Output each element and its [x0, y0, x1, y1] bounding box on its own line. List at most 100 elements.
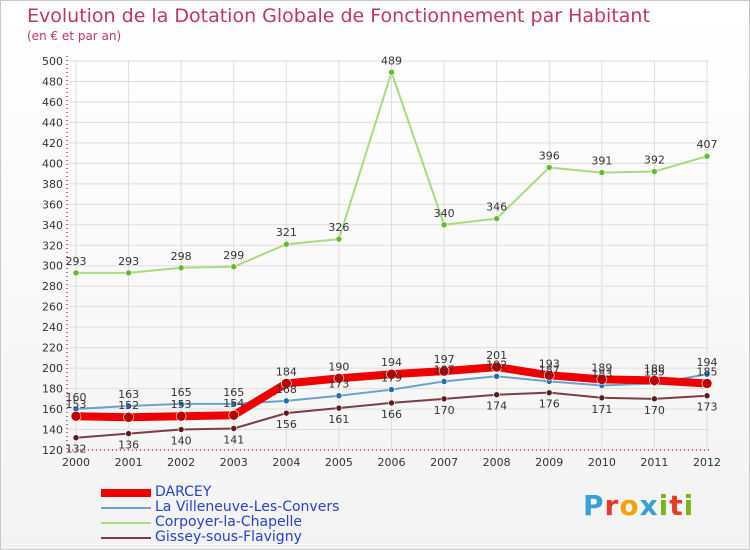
data-label: 201	[486, 349, 507, 362]
y-tick-label: 180	[42, 383, 63, 396]
y-tick-label: 440	[42, 116, 63, 129]
data-label: 197	[434, 353, 455, 366]
data-label: 152	[118, 399, 139, 412]
data-point	[177, 264, 185, 272]
x-tick-label: 2003	[220, 456, 248, 469]
data-point	[335, 404, 343, 412]
legend-item: Gissey-sous-Flavigny	[101, 529, 421, 546]
x-tick-label: 2001	[115, 456, 143, 469]
data-point	[651, 168, 658, 175]
data-point	[333, 373, 345, 384]
x-tick-label: 2000	[62, 456, 90, 469]
data-label: 173	[328, 378, 349, 391]
data-label: 160	[66, 391, 87, 404]
x-tick-label: 2009	[535, 456, 563, 469]
data-point	[125, 430, 132, 437]
data-label: 141	[223, 434, 244, 447]
legend-swatch	[101, 522, 151, 524]
proxiti-logo: Proxiti	[583, 489, 694, 522]
data-label: 298	[171, 250, 192, 263]
y-tick-label: 340	[42, 219, 63, 232]
y-tick-label: 240	[42, 321, 63, 334]
x-tick-label: 2005	[325, 456, 353, 469]
legend-swatch	[101, 507, 151, 509]
legend-item: La Villeneuve-Les-Convers	[101, 499, 421, 516]
data-label: 153	[171, 398, 192, 411]
y-tick-label: 200	[42, 362, 63, 375]
legend-label: Corpoyer-la-Chapelle	[155, 514, 302, 530]
data-label: 188	[644, 362, 665, 375]
data-label: 153	[66, 398, 87, 411]
data-point	[440, 395, 448, 403]
data-point	[177, 400, 185, 408]
data-point	[388, 399, 395, 407]
data-label: 156	[276, 418, 297, 431]
data-label: 174	[486, 400, 507, 413]
data-point	[598, 169, 606, 176]
data-point	[335, 235, 343, 243]
data-point	[388, 386, 395, 393]
data-point	[701, 378, 713, 389]
data-label: 489	[381, 54, 402, 67]
logo-letter: i	[683, 489, 695, 522]
logo-letter: P	[583, 489, 605, 522]
logo-letter: i	[658, 489, 670, 522]
data-label: 170	[644, 404, 665, 417]
line-chart: 1201401601802002202402602803003203403603…	[42, 54, 721, 469]
data-label: 192	[486, 358, 507, 371]
data-point	[123, 411, 134, 423]
data-point	[598, 394, 606, 402]
data-label: 299	[223, 249, 244, 262]
data-point	[125, 269, 132, 277]
data-point	[493, 391, 500, 399]
y-tick-label: 500	[42, 55, 63, 68]
data-point	[283, 397, 290, 405]
data-label: 168	[276, 383, 297, 396]
data-point	[545, 389, 553, 396]
y-tick-label: 380	[42, 178, 63, 191]
data-label: 161	[328, 413, 349, 426]
data-point	[72, 269, 80, 277]
data-point	[651, 395, 658, 403]
data-point	[72, 434, 80, 442]
data-label: 340	[434, 207, 455, 220]
data-point	[649, 375, 660, 386]
data-point	[125, 402, 132, 410]
data-label: 132	[66, 443, 87, 456]
data-label: 187	[539, 363, 560, 376]
logo-letter: r	[604, 489, 620, 522]
data-point	[283, 409, 290, 417]
data-label: 190	[328, 360, 349, 373]
y-tick-label: 480	[42, 75, 63, 88]
y-tick-label: 160	[42, 403, 63, 416]
x-tick-label: 2010	[588, 456, 616, 469]
x-tick-label: 2002	[167, 456, 195, 469]
data-label: 163	[118, 388, 139, 401]
data-point	[177, 426, 185, 433]
data-point	[596, 374, 608, 385]
y-tick-label: 120	[42, 444, 63, 457]
x-tick-label: 2004	[272, 456, 300, 469]
data-label: 189	[591, 361, 612, 374]
data-label: 165	[171, 386, 192, 399]
y-tick-label: 140	[42, 424, 63, 437]
data-label: 179	[381, 372, 402, 385]
data-label: 346	[486, 201, 507, 214]
data-point	[386, 368, 397, 380]
x-tick-label: 2007	[430, 456, 458, 469]
data-label: 407	[697, 138, 718, 151]
data-point	[545, 164, 553, 171]
y-tick-label: 260	[42, 301, 63, 314]
y-tick-label: 460	[42, 96, 63, 109]
y-tick-label: 300	[42, 260, 63, 273]
data-point	[543, 369, 555, 381]
x-tick-label: 2011	[640, 456, 668, 469]
data-point	[230, 400, 238, 408]
data-label: 176	[539, 398, 560, 411]
data-point	[440, 221, 448, 229]
y-tick-label: 320	[42, 239, 63, 252]
data-label: 185	[644, 365, 665, 378]
data-point	[703, 392, 711, 400]
data-point	[281, 378, 292, 389]
